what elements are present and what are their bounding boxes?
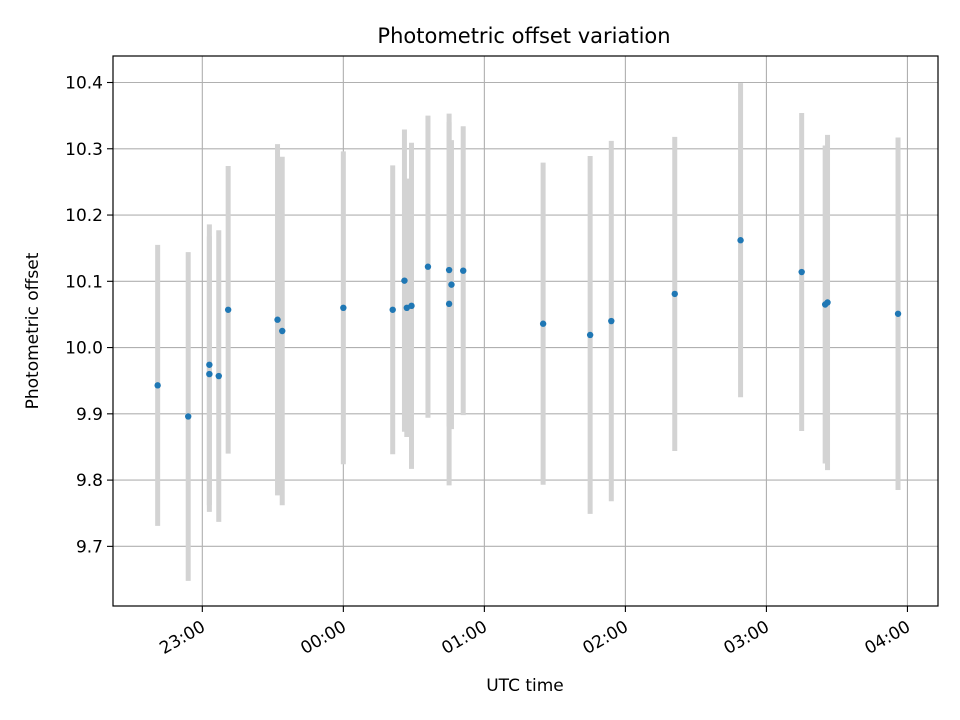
data-point xyxy=(224,306,232,313)
data-point xyxy=(586,331,594,339)
y-axis-title: Photometric offset xyxy=(23,252,43,409)
data-point xyxy=(460,267,467,274)
data-point xyxy=(448,281,455,288)
data-point xyxy=(445,266,453,274)
data-point xyxy=(671,290,678,298)
data-point xyxy=(798,268,805,276)
y-tick-label: 9.8 xyxy=(76,471,103,491)
data-point xyxy=(279,327,286,335)
data-point xyxy=(737,237,744,244)
data-point xyxy=(274,316,281,323)
data-points xyxy=(154,237,902,420)
chart-title: Photometric offset variation xyxy=(377,24,670,48)
data-point xyxy=(389,306,396,313)
data-point xyxy=(445,300,453,308)
data-point xyxy=(154,382,161,389)
y-axis: 9.7 9.8 9.9 10.0 10.1 10.2 10.3 10.4 xyxy=(65,74,113,557)
data-point xyxy=(408,302,415,310)
data-point xyxy=(215,372,222,380)
y-tick-label: 10.4 xyxy=(65,74,103,94)
data-point xyxy=(206,370,213,378)
x-axis-title: UTC time xyxy=(486,676,564,696)
data-point xyxy=(185,413,192,420)
data-point xyxy=(424,263,432,270)
data-point xyxy=(539,320,547,327)
y-tick-label: 9.7 xyxy=(76,537,103,557)
data-point xyxy=(340,304,347,312)
data-point xyxy=(824,299,831,306)
data-point xyxy=(401,277,408,284)
y-tick-label: 10.1 xyxy=(65,272,103,292)
y-tick-label: 9.9 xyxy=(76,405,103,425)
data-point xyxy=(206,361,213,368)
y-tick-label: 10.3 xyxy=(65,140,103,160)
plot-frame xyxy=(112,55,939,607)
data-point xyxy=(894,310,902,317)
y-tick-label: 10.0 xyxy=(65,339,103,359)
data-point xyxy=(608,317,615,325)
y-tick-label: 10.2 xyxy=(65,206,103,226)
